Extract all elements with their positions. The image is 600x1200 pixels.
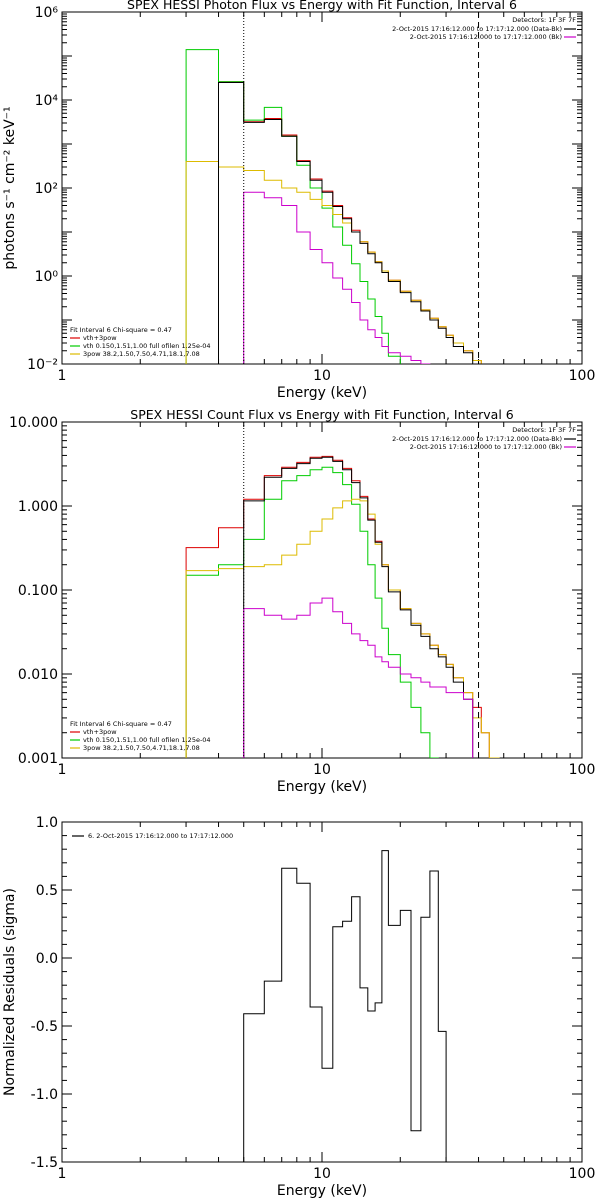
residuals-chart: 1 10 100 Energy (keV) -1.5 -1.0 -0.5 0.0 0.5 1.0 N… — [2, 815, 596, 1199]
legend-bottom-entry: 3pow 38.2,1.50,7.50,4.71,18.1,7.08 — [83, 744, 200, 752]
x-tick-label: 10 — [313, 762, 331, 778]
y-tick-label: 0.010 — [18, 667, 58, 683]
series-vth — [185, 49, 401, 364]
y-tick-label: 10⁶ — [35, 5, 59, 21]
series-vth — [185, 466, 439, 758]
legend-bottom-entry: vth 0.150,1.51,1.00 full ofilen 1.25e-04 — [83, 342, 211, 350]
series-3pow — [185, 498, 500, 758]
legend-top-entry: 2-Oct-2015 17:16:12.000 to 17:17:12.000 … — [410, 33, 562, 41]
x-tick-label: 100 — [569, 1166, 596, 1182]
legend-top-header: Detectors: 1F 3F 7F — [512, 16, 576, 24]
plot-frame — [61, 421, 583, 759]
x-tick-label: 100 — [569, 762, 596, 778]
y-tick-label: 1.0 — [36, 815, 58, 831]
legend: 6. 2-Oct-2015 17:16:12.000 to 17:17:12.0… — [72, 832, 233, 840]
residuals-panel: 1 10 100 Energy (keV) -1.5 -1.0 -0.5 0.0 0.5 1.0 N… — [0, 800, 600, 1200]
y-tick-label: 10² — [35, 181, 58, 197]
y-tick-label: 10⁴ — [35, 93, 59, 109]
legend-top-header: Detectors: 1F 3F 7F — [512, 426, 576, 434]
y-tick-label: 0.100 — [18, 583, 58, 599]
x-axis-label: Energy (keV) — [277, 385, 367, 400]
x-tick-label: 10 — [313, 368, 331, 384]
legend-bottom-entry: vth+3pow — [83, 728, 117, 736]
y-tick-label: 10⁻² — [27, 357, 58, 373]
series-data — [218, 82, 482, 364]
legend-bottom-entry: vth 0.150,1.51,1.00 full ofilen 1.25e-04 — [83, 736, 211, 744]
y-axis-label: Normalized Residuals (sigma) — [2, 888, 18, 1096]
legend-entry: 6. 2-Oct-2015 17:16:12.000 to 17:17:12.0… — [88, 832, 233, 840]
y-tick-label: 0.5 — [36, 883, 58, 899]
chart-title: SPEX HESSI Photon Flux vs Energy with Fi… — [127, 0, 517, 12]
legend-bottom-entry: 3pow 38.2,1.50,7.50,4.71,18.1,7.08 — [83, 350, 200, 358]
y-tick-label: 0.0 — [36, 951, 58, 967]
count-flux-panel: 1 10 100 Energy (keV) 0.001 0.010 0.100 1.000 10… — [0, 400, 600, 800]
y-tick-label: -1.5 — [31, 1155, 58, 1171]
y-axis: 0.001 0.010 0.100 1.000 10.000 — [9, 415, 582, 767]
legend-top: Detectors: 1F 3F 7F2-Oct-2015 17:16:12.0… — [392, 426, 576, 451]
y-tick-label: 1.000 — [18, 499, 58, 515]
chart-title: SPEX HESSI Count Flux vs Energy with Fit… — [130, 407, 513, 422]
series-bk — [243, 191, 431, 364]
legend-bottom-header: Fit Interval 6 Chi-square = 0.47 — [70, 720, 172, 728]
legend-top-entry: 2-Oct-2015 17:16:12.000 to 17:17:12.000 … — [392, 435, 562, 443]
photon-flux-chart: 1 10 100 Energy (keV) 10⁻² 10⁰ 10² 10⁴ 10⁶ photon… — [2, 0, 596, 400]
series-data — [243, 456, 474, 758]
y-tick-label: -0.5 — [31, 1019, 58, 1035]
x-tick-label: 10 — [313, 1166, 331, 1182]
plot-frame — [61, 821, 583, 1163]
legend-bottom-header: Fit Interval 6 Chi-square = 0.47 — [70, 326, 172, 334]
y-axis: -1.5 -1.0 -0.5 0.0 0.5 1.0 Normalized Residual… — [2, 815, 582, 1171]
legend-top-entry: 2-Oct-2015 17:16:12.000 to 17:17:12.000 … — [392, 25, 562, 33]
series-residuals — [243, 850, 454, 1162]
x-tick-label: 1 — [58, 1166, 67, 1182]
plot-area — [185, 49, 482, 364]
plot-area — [243, 850, 454, 1162]
y-tick-label: -1.0 — [31, 1087, 58, 1103]
x-axis-label: Energy (keV) — [277, 779, 367, 795]
x-tick-label: 1 — [58, 762, 67, 778]
legend-bottom: Fit Interval 6 Chi-square = 0.47vth+3pow… — [70, 326, 211, 358]
series-vth-3pow — [218, 81, 482, 364]
x-tick-label: 1 — [58, 368, 67, 384]
y-tick-label: 0.001 — [18, 751, 58, 767]
count-flux-chart: 1 10 100 Energy (keV) 0.001 0.010 0.100 1.000 10… — [9, 407, 596, 795]
legend-top: Detectors: 1F 3F 7F2-Oct-2015 17:16:12.0… — [392, 16, 576, 41]
series-bk — [243, 597, 474, 758]
y-axis-label: photons s⁻¹ cm⁻² keV⁻¹ — [2, 106, 18, 269]
y-tick-label: 10⁰ — [35, 269, 59, 285]
plot-area — [185, 455, 500, 758]
photon-flux-panel: 1 10 100 Energy (keV) 10⁻² 10⁰ 10² 10⁴ 10⁶ photon… — [0, 0, 600, 400]
legend-bottom-entry: vth+3pow — [83, 334, 117, 342]
x-axis: 1 10 100 Energy (keV) — [58, 822, 596, 1199]
legend-bottom: Fit Interval 6 Chi-square = 0.47vth+3pow… — [70, 720, 211, 752]
legend-top-entry: 2-Oct-2015 17:16:12.000 to 17:17:12.000 … — [410, 443, 562, 451]
x-tick-label: 100 — [569, 368, 596, 384]
y-tick-label: 10.000 — [9, 415, 58, 431]
y-axis: 10⁻² 10⁰ 10² 10⁴ 10⁶ photons s⁻¹ cm⁻² keV⁻¹ — [2, 5, 582, 373]
x-axis: 1 10 100 Energy (keV) — [58, 12, 596, 400]
x-axis-label: Energy (keV) — [277, 1183, 367, 1199]
x-axis: 1 10 100 Energy (keV) — [58, 422, 596, 795]
